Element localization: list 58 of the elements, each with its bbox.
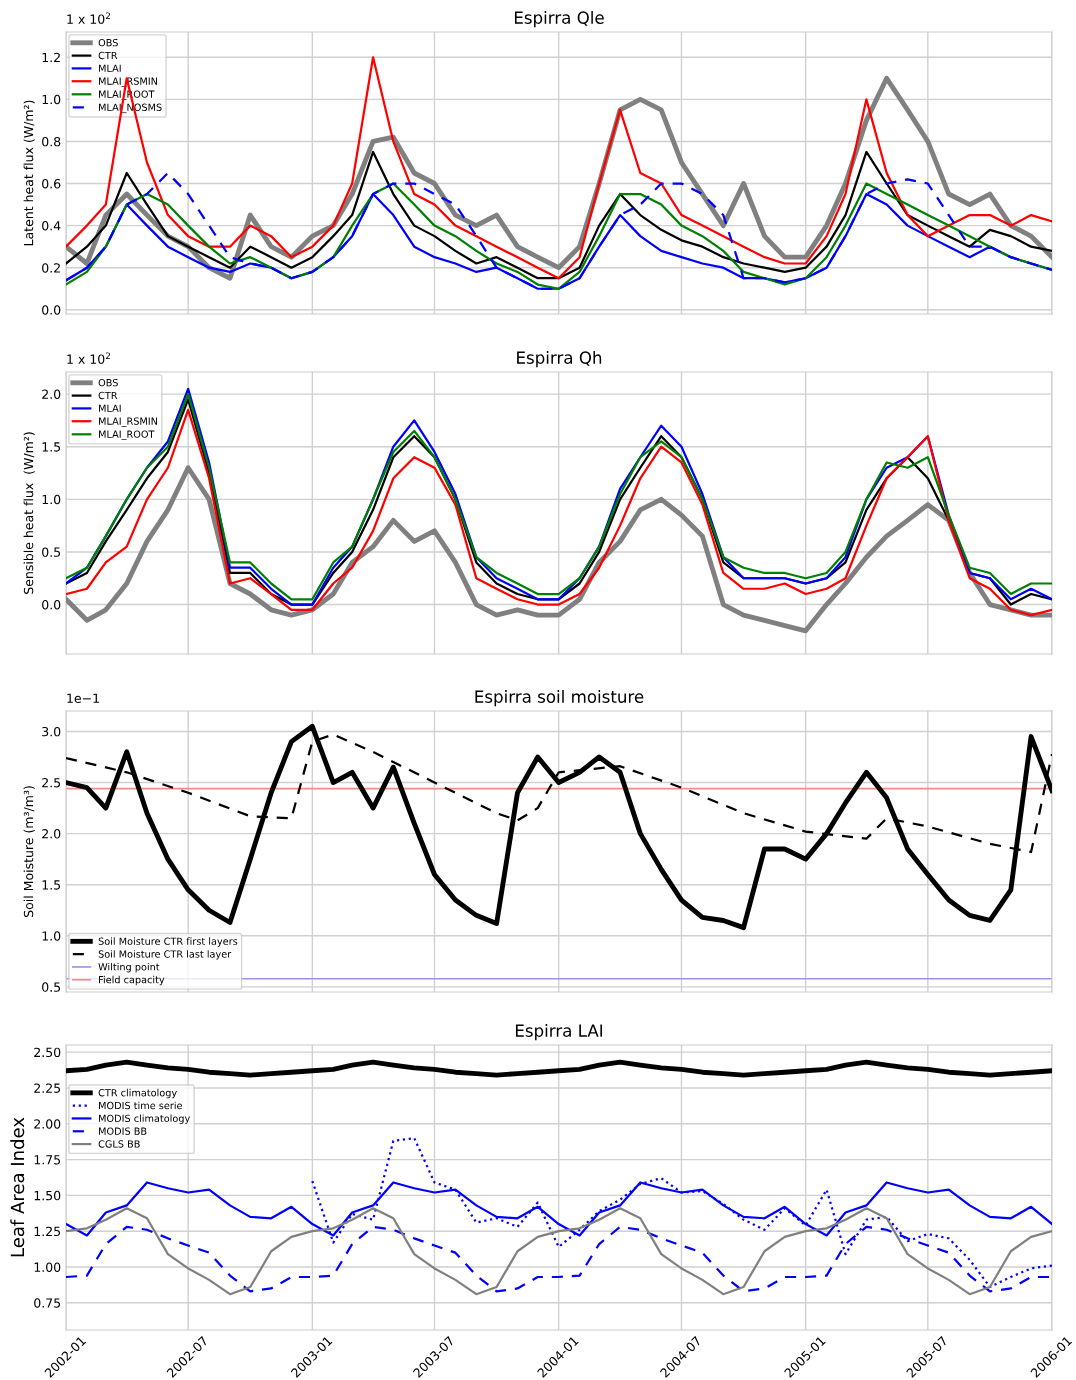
legend-label: Soil Moisture CTR first layers (98, 937, 238, 947)
text: 1 x 10$^{2}$ (67, 12, 111, 24)
legend-label: MODIS time serie (99, 1101, 182, 1110)
y-tick-label: 0.0 (42, 305, 61, 315)
text: 1 x 10$^{2}$ (67, 352, 111, 364)
line-series (66, 723, 1052, 931)
y-tick-label: 0.4 (42, 221, 61, 231)
y-tick-label: 0.0 (42, 600, 61, 610)
legend-label: CTR (98, 391, 118, 400)
line-series (66, 1207, 1052, 1296)
text: 1e−1 (67, 693, 99, 703)
y-tick-label: 1.50 (34, 1190, 61, 1201)
line-series (66, 1059, 1052, 1078)
legend-label: Soil Moisture CTR last layer (98, 950, 232, 960)
line-series (66, 150, 1052, 280)
y-tick-label: 1.0 (42, 931, 61, 941)
legend-label: OBS (98, 378, 118, 387)
y-tick-label: 1.25 (34, 1226, 61, 1237)
y-tick-label: 1.0 (42, 494, 61, 505)
chart-title: Espirra Qle (514, 11, 604, 28)
legend-label: MLAI_RSMIN (99, 417, 157, 427)
y-tick-label: 3.0 (42, 726, 61, 737)
legend-label: MLAI (99, 404, 121, 412)
y-tick-label: 2.0 (42, 389, 61, 400)
y-tick-label: 0.75 (34, 1298, 61, 1308)
y-axis-title: Soil Moisture (m³/m³) (23, 786, 35, 917)
y-axis-title: Leaf Area Index (10, 1117, 25, 1257)
legend-label: CTR climatology (98, 1088, 177, 1099)
chart-title: Espirra Qh (517, 351, 602, 368)
legend-label: CGLS BB (98, 1140, 140, 1148)
y-tick-label: 2.50 (34, 1047, 61, 1058)
legend-label: MODIS climatology (99, 1114, 190, 1124)
legend-label: OBS (98, 38, 118, 47)
y-tick-label: 1.75 (34, 1155, 61, 1165)
chart-title: Espirra LAI (515, 1024, 603, 1041)
y-tick-label: 1.00 (34, 1262, 61, 1272)
y-tick-label: 1.2 (42, 52, 60, 62)
y-tick-label: 1.5 (42, 880, 61, 890)
y-tick-label: 2.25 (34, 1083, 61, 1093)
legend-label: Field capacity (99, 975, 165, 986)
y-tick-label: 0.5 (42, 982, 61, 992)
legend-label: MLAI (99, 64, 121, 72)
y-tick-label: 0.5 (42, 547, 61, 557)
y-tick-label: 0.6 (42, 178, 61, 189)
y-tick-label: 1.5 (42, 442, 61, 452)
chart-title: Espirra soil moisture (475, 690, 644, 707)
y-tick-label: 2.0 (42, 829, 61, 839)
legend-label: MLAI_ROOT (99, 430, 155, 440)
y-tick-label: 1.0 (42, 94, 61, 105)
y-tick-label: 0.2 (42, 263, 60, 273)
legend-label: CTR (98, 51, 118, 60)
legend-label: Wilting point (98, 962, 160, 973)
y-tick-label: 0.8 (42, 136, 61, 147)
y-tick-label: 2.5 (42, 778, 61, 788)
legend-label: MODIS BB (99, 1127, 147, 1135)
y-axis-title: Latent heat flux (W/m²) (23, 100, 35, 246)
y-tick-label: 2.00 (34, 1119, 61, 1129)
y-axis-title: Sensible heat flux (W/m²) (23, 432, 35, 594)
